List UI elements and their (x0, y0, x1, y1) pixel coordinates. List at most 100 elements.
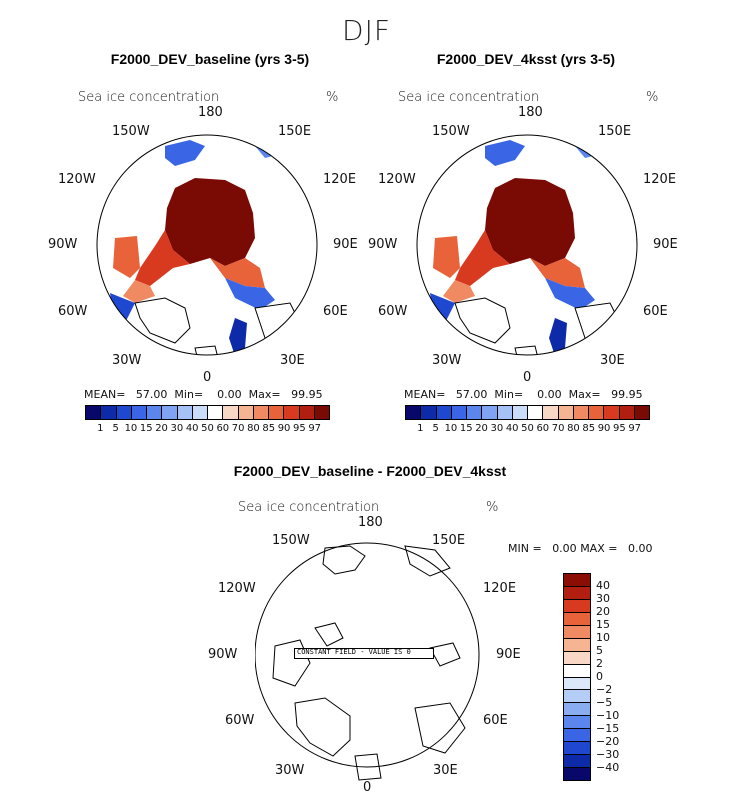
colorbar-swatch (130, 406, 146, 419)
colorbar-tick-label: 80 (567, 423, 580, 434)
colorbar-tick-label: 10 (596, 631, 610, 644)
panel-1-lon-60e: 60E (323, 304, 348, 319)
colorbar-tick-label: 10 (444, 423, 458, 434)
colorbar-swatch (557, 406, 573, 419)
panel-2-title: F2000_DEV_4ksst (yrs 3-5) (436, 51, 616, 67)
colorbar-tick-label: 30 (490, 423, 504, 434)
panel-2-stats: MEAN= 57.00 Min= 0.00 Max= 99.95 (404, 388, 643, 401)
panel-3-max: 0.00 (627, 542, 653, 555)
panel-2-variable: Sea ice concentration (398, 90, 540, 105)
colorbar-swatch (564, 715, 590, 729)
panel-3-lon-120e: 120E (483, 581, 517, 596)
panel-3-annotation-box: CONSTANT FIELD - VALUE IS 0 (294, 648, 434, 659)
colorbar-swatch (564, 598, 590, 612)
panel-3-variable: Sea ice concentration (238, 500, 380, 515)
panel-2-lon-120w: 120W (378, 172, 416, 187)
colorbar-swatch (564, 585, 590, 599)
panel-2-lon-180: 180 (518, 105, 543, 120)
colorbar-tick-label: 15 (459, 423, 473, 434)
colorbar-tick-label: 1 (417, 423, 424, 434)
colorbar-tick-label: 5 (596, 644, 603, 657)
panel-1-lon-120w: 120W (58, 172, 96, 187)
panel-2-max-label: Max= (568, 388, 601, 401)
panel-2-colorbar-ticks: 1 5 10 15 20 30 40 50 60 70 80 85 90 95 97 (405, 423, 650, 437)
panel-3-min-label: MIN = (508, 542, 542, 555)
colorbar-swatch (564, 689, 590, 703)
colorbar-swatch (146, 406, 162, 419)
panel-2-lon-60w: 60W (378, 304, 408, 319)
panel-1-lon-30e: 30E (280, 353, 305, 368)
colorbar-tick-label: 0 (596, 670, 603, 683)
colorbar-swatch (298, 406, 314, 419)
panel-1-lon-150e: 150E (278, 124, 312, 139)
colorbar-swatch (527, 406, 543, 419)
colorbar-tick-label: −5 (596, 696, 613, 709)
colorbar-tick-label: 95 (293, 423, 306, 434)
colorbar-swatch (564, 728, 590, 742)
panel-1-lon-180: 180 (198, 105, 223, 120)
colorbar-swatch (564, 637, 590, 651)
panel-1-variable: Sea ice concentration (78, 90, 220, 105)
colorbar-tick-label: 40 (596, 579, 610, 592)
colorbar-swatch (564, 754, 590, 768)
panel-3-colorbar (563, 573, 591, 781)
colorbar-swatch (542, 406, 558, 419)
panel-3-min: 0.00 (552, 542, 577, 555)
panel-3-lon-180: 180 (358, 515, 383, 530)
season-title: DJF (342, 14, 391, 47)
colorbar-swatch (222, 406, 238, 419)
panel-2-map (416, 134, 638, 356)
colorbar-swatch (207, 406, 223, 419)
colorbar-swatch (572, 406, 588, 419)
colorbar-tick-label: 15 (139, 423, 153, 434)
panel-3-lon-90w: 90W (208, 647, 238, 662)
panel-2-colorbar (405, 405, 650, 420)
panel-2-mean: 57.00 (455, 388, 488, 401)
panel-2-min-label: Min= (494, 388, 524, 401)
colorbar-tick-label: 30 (596, 592, 610, 605)
colorbar-swatch (511, 406, 527, 419)
panel-1-lon-150w: 150W (112, 124, 150, 139)
colorbar-swatch (633, 406, 649, 419)
colorbar-swatch (252, 406, 268, 419)
panel-1-lon-0: 0 (203, 370, 212, 385)
colorbar-tick-label: 97 (308, 423, 322, 434)
panel-2-lon-0: 0 (523, 370, 532, 385)
panel-3-lon-150w: 150W (272, 533, 310, 548)
colorbar-swatch (283, 406, 299, 419)
colorbar-swatch (564, 663, 590, 677)
colorbar-tick-label: 90 (277, 423, 291, 434)
colorbar-swatch (176, 406, 192, 419)
colorbar-swatch (466, 406, 482, 419)
colorbar-swatch (588, 406, 604, 419)
panel-3-units: % (486, 500, 499, 515)
colorbar-tick-label: 95 (613, 423, 626, 434)
panel-2-lon-60e: 60E (643, 304, 668, 319)
colorbar-swatch (191, 406, 207, 419)
colorbar-tick-label: 2 (596, 657, 603, 670)
panel-3-colorbar-ticks: 40 30 20 15 10 5 2 0 −2 −5 −10 −15 −20 −30 −40 (596, 573, 646, 781)
colorbar-tick-label: 15 (596, 618, 610, 631)
panel-1-lon-90w: 90W (48, 237, 78, 252)
colorbar-tick-label: 40 (185, 423, 199, 434)
colorbar-swatch (618, 406, 634, 419)
panel-3-lon-30w: 30W (275, 763, 305, 778)
panel-2-lon-150e: 150E (598, 124, 632, 139)
colorbar-tick-label: 40 (505, 423, 519, 434)
panel-1-title: F2000_DEV_baseline (yrs 3-5) (110, 51, 310, 67)
panel-3-max-label: MAX = (580, 542, 618, 555)
colorbar-tick-label: 5 (432, 423, 439, 434)
colorbar-tick-label: 10 (124, 423, 138, 434)
panel-2-lon-30w: 30W (432, 353, 462, 368)
panel-1-max: 99.95 (291, 388, 323, 401)
colorbar-swatch (564, 650, 590, 664)
colorbar-tick-label: 20 (596, 605, 610, 618)
panel-3-lon-150e: 150E (432, 533, 466, 548)
colorbar-swatch (564, 624, 590, 638)
colorbar-swatch (564, 702, 590, 716)
panel-3-lon-90e: 90E (496, 647, 521, 662)
panel-1-mean-label: MEAN= (84, 388, 126, 401)
colorbar-tick-label: 30 (170, 423, 184, 434)
colorbar-tick-label: 50 (201, 423, 214, 434)
colorbar-tick-label: 20 (475, 423, 488, 434)
